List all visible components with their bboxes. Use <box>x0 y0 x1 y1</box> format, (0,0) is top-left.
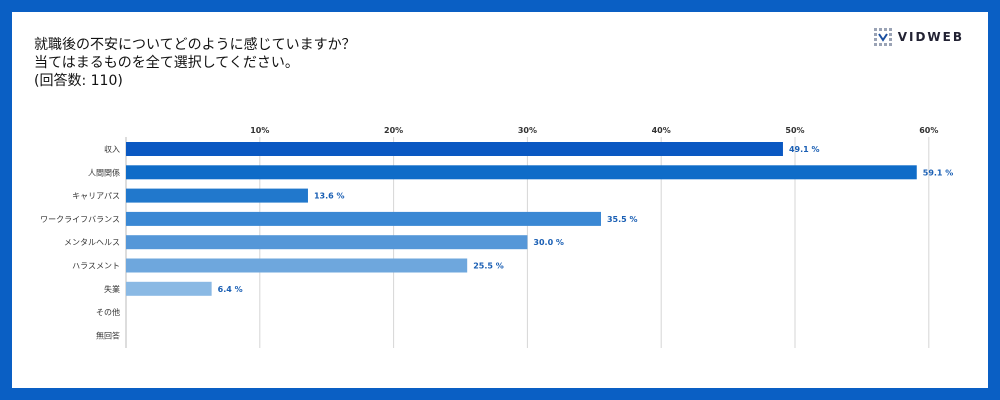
category-label: メンタルヘルス <box>64 238 120 247</box>
bar <box>126 235 528 250</box>
x-tick-label-60: 60% <box>919 126 938 135</box>
category-label: 収入 <box>104 144 120 154</box>
bar <box>126 281 212 296</box>
category-label: 人間関係 <box>88 168 120 177</box>
x-tick-label-40: 40% <box>652 126 671 135</box>
category-label: キャリアパス <box>72 192 120 201</box>
bar-chart: 10% 20% 30% 40% 50% 60% 収入 49.1 % 人間関係 59.1 % キャリア… <box>40 126 954 348</box>
bar <box>126 165 917 180</box>
value-label: 59.1 % <box>923 168 954 177</box>
category-label: 無回答 <box>96 330 120 340</box>
brand-logo: VIDWEB <box>873 28 964 46</box>
chart-title-line-1: 就職後の不安についてどのように感じていますか？ <box>34 37 356 53</box>
logo-grid-icon <box>873 28 892 46</box>
value-label: 6.4 % <box>218 285 243 294</box>
bar <box>126 188 308 203</box>
chart-card: 就職後の不安についてどのように感じていますか？ 当てはまるものを全て選択してくだ… <box>12 12 988 388</box>
value-label: 49.1 % <box>789 145 820 154</box>
x-tick-label-10: 10% <box>250 126 269 135</box>
value-label: 25.5 % <box>473 262 504 271</box>
value-label: 13.6 % <box>314 192 345 201</box>
bar <box>126 142 783 156</box>
chart-title-line-2: 当てはまるものを全て選択してください。 <box>34 55 299 71</box>
value-label: 30.0 % <box>533 238 564 247</box>
category-label: 失業 <box>104 284 120 294</box>
x-tick-label-20: 20% <box>384 126 403 135</box>
bar <box>126 258 468 273</box>
brand-name: VIDWEB <box>897 30 964 44</box>
chart-title: 就職後の不安についてどのように感じていますか？ 当てはまるものを全て選択してくだ… <box>34 36 356 90</box>
chart-title-line-3: (回答数: 110) <box>34 73 123 89</box>
category-label: ワークライフバランス <box>40 215 120 224</box>
x-tick-label-50: 50% <box>785 126 804 135</box>
bar <box>126 211 601 226</box>
x-tick-label-30: 30% <box>518 126 537 135</box>
value-label: 35.5 % <box>607 215 638 224</box>
category-label: その他 <box>96 307 120 317</box>
category-label: ハラスメント <box>72 262 120 271</box>
